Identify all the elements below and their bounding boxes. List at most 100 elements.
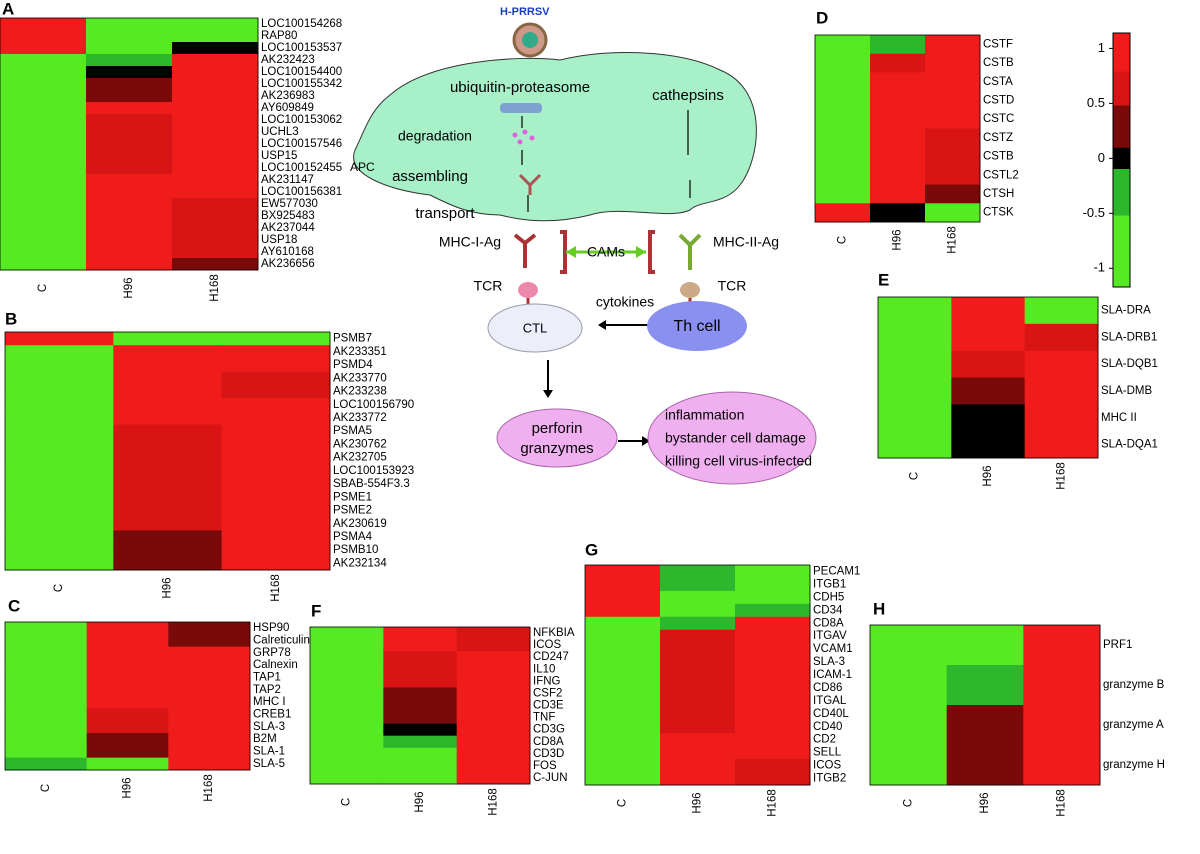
heatmap-cell [660,720,736,734]
colorbar-segment [1113,160,1130,165]
heatmap-cell [383,759,458,773]
heatmap-frame [4,621,251,771]
heatmap-cell [5,464,114,478]
row-label: PSME1 [333,491,372,503]
heatmap-cell [172,258,259,271]
row-label: ICOS [813,760,841,772]
heatmap-cell [86,622,169,635]
heatmap-cell [221,530,331,545]
heatmap-cell [925,35,981,55]
heatmap-cell [5,622,88,635]
heatmap-cell [660,707,736,721]
heatmap-cell [86,126,173,139]
heatmap-cell [735,629,811,644]
heatmap-cell [1023,625,1101,666]
heatmap-cell [172,162,259,175]
heatmap-cell [86,234,173,247]
colorbar-segment [1113,117,1130,123]
row-label: SELL [813,747,842,759]
colorbar-segment [1113,240,1130,246]
row-label: SLA-5 [253,758,285,770]
arrow-heads [543,320,650,446]
colorbar-segment [1113,88,1130,93]
heatmap-frame [584,564,811,786]
colorbar-segment [1113,109,1130,114]
heatmap-cell [221,503,331,518]
heatmap-cell [310,699,384,713]
th-cell [647,301,747,351]
row-label: CREB1 [253,709,291,721]
panel-letter: E [878,270,889,289]
heatmap-cell [172,54,259,67]
heatmap-cell [310,711,384,725]
heatmap-cell [878,297,952,325]
row-label: HSP90 [253,622,289,634]
row-label: TAP2 [253,684,281,696]
heatmap-cell [0,102,87,115]
colorbar-segment [1113,198,1130,203]
heatmap-cell [660,668,736,682]
heatmap-cell [86,54,173,67]
row-label: SLA-3 [813,656,845,668]
heatmap-cell [86,671,169,685]
heatmap-cell [1023,745,1101,786]
heatmap-cell [1024,323,1099,352]
colorbar-segment [1113,231,1130,237]
colorbar-segment [1113,172,1130,178]
heatmap-cell [0,126,87,139]
heatmap-cell [0,174,87,187]
heatmap-cell [168,646,251,660]
label: transport [415,205,475,222]
colorbar-segment [1113,62,1130,68]
label: Th cell [673,318,720,335]
heatmap-cell [172,210,259,223]
heatmap-cell [660,590,736,605]
heatmap-cell [113,477,223,492]
heatmap-cell [172,186,259,199]
heatmap-cell [172,222,259,235]
heatmap-cell [172,246,259,259]
heatmap-cell [5,757,88,771]
row-label: CTSH [983,188,1014,200]
heatmap-cell [383,699,458,713]
heatmap-cell [0,198,87,211]
colorbar-segment [1113,278,1130,284]
heatmap-cell [585,707,661,721]
heatmap-cell [0,90,87,103]
panel-letter: A [2,0,14,18]
heatmap-cell [310,675,384,688]
row-label: CSTF [983,38,1013,50]
heatmap-cell [878,377,952,405]
row-label: AY609849 [261,102,314,114]
heatmap-cell [86,162,173,175]
colorbar-segment [1113,75,1130,81]
heatmap-cell [870,35,926,55]
row-label: SLA-DQB1 [1101,358,1158,370]
row-label: AK232423 [261,54,315,66]
heatmap-cell [168,671,251,685]
heatmap-cell [5,371,114,386]
row-label: SLA-DMB [1101,385,1152,397]
heatmap-cell [0,162,87,175]
heatmap-cell [5,384,114,399]
colorbar-segment [1113,143,1130,148]
colorbar-segment [1113,257,1130,263]
row-label: SLA-DQA1 [1101,439,1158,451]
heatmap-cell [878,323,952,352]
row-label: FOS [533,760,557,772]
heatmap-cell [310,687,384,700]
heatmap-cell [925,72,981,92]
heatmap-cell [172,66,259,79]
heatmap-cell [585,565,661,579]
heatmap-cell [86,150,173,163]
row-label: AK231147 [261,174,314,186]
colorbar-segment [1113,33,1130,38]
row-label: NFKBIA [533,627,575,639]
heatmap-cell [168,757,251,771]
heatmap-cell [383,651,458,664]
colorbar-segment [1113,210,1130,216]
column-label: C [902,799,914,807]
heatmap-cell [925,128,981,148]
row-label: AK230619 [333,518,387,530]
heatmap-cell [870,147,926,167]
